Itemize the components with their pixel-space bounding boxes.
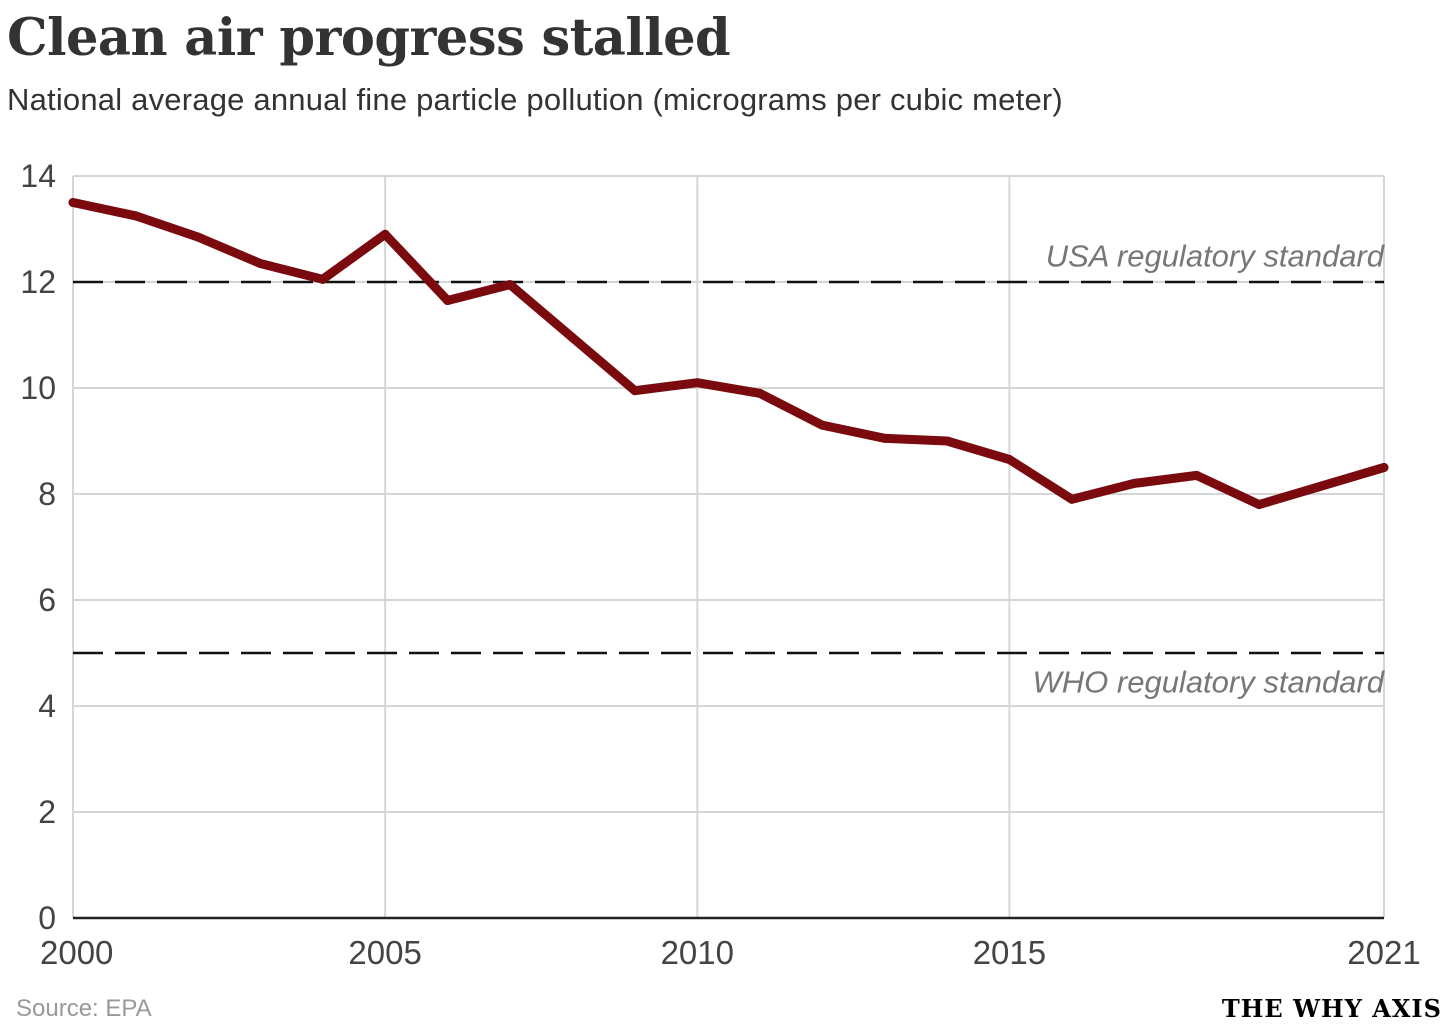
source-note: Source: EPA	[16, 995, 152, 1022]
y-tick-label-6: 6	[38, 582, 56, 618]
y-tick-label-10: 10	[20, 370, 56, 406]
data-point-2008	[567, 333, 577, 343]
x-tick-label-2015: 2015	[973, 934, 1046, 971]
y-tick-labels: 0 2 4 6 8 10 12 14	[20, 158, 56, 936]
data-point-2007	[505, 280, 515, 290]
reference-label-usa: USA regulatory standard	[1046, 239, 1386, 274]
y-tick-label-4: 4	[38, 688, 56, 724]
series-line-0	[68, 198, 1389, 510]
reference-label-who: WHO regulatory standard	[1033, 665, 1386, 700]
data-point-2018	[1192, 470, 1202, 480]
data-point-2001	[130, 211, 140, 221]
x-tick-label-2010: 2010	[661, 934, 734, 971]
x-gridlines	[72, 176, 1385, 918]
data-point-2003	[255, 258, 265, 268]
data-point-2019	[1254, 500, 1264, 510]
data-point-2012	[817, 420, 827, 430]
brand-logo: THE WHY AXIS	[1221, 994, 1442, 1023]
x-tick-labels: 2000 2005 2010 2015 2021	[40, 934, 1421, 971]
data-point-2017	[1129, 478, 1139, 488]
data-point-2016	[1067, 494, 1077, 504]
reference-labels: USA regulatory standard WHO regulatory st…	[1033, 239, 1386, 700]
reference-lines	[73, 280, 1384, 655]
data-series	[68, 198, 1389, 510]
y-tick-label-12: 12	[20, 264, 56, 300]
data-point-2021	[1379, 463, 1389, 472]
data-point-2015	[1004, 455, 1014, 465]
chart-subtitle: National average annual fine particle po…	[7, 82, 1063, 117]
data-point-2010	[692, 378, 702, 388]
data-point-2006	[443, 296, 453, 306]
x-tick-label-2000: 2000	[40, 934, 113, 971]
y-tick-label-8: 8	[38, 476, 56, 512]
chart-title: Clean air progress stalled	[7, 8, 731, 68]
data-point-2002	[193, 232, 203, 242]
data-point-2020	[1317, 481, 1327, 491]
y-tick-label-2: 2	[38, 794, 56, 830]
data-point-2000	[68, 198, 78, 207]
data-point-2013	[880, 433, 890, 443]
x-tick-label-2005: 2005	[348, 934, 421, 971]
data-point-2005	[380, 229, 390, 239]
x-tick-label-2021: 2021	[1347, 934, 1420, 971]
data-point-2009	[630, 386, 640, 396]
y-tick-label-0: 0	[38, 900, 56, 936]
data-point-2011	[755, 388, 765, 398]
y-tick-label-14: 14	[20, 158, 56, 194]
data-point-2014	[942, 436, 952, 446]
data-point-2004	[318, 274, 328, 284]
